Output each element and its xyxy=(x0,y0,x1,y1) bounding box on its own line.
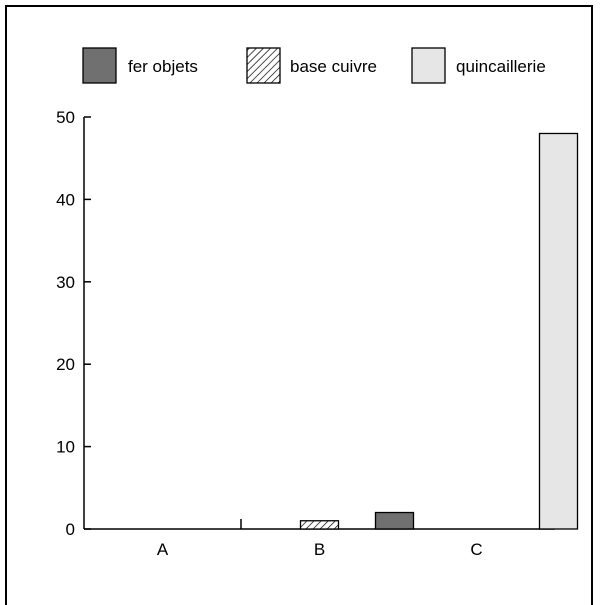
axes: 0 10 20 30 40 50 A B C xyxy=(56,108,556,559)
bars xyxy=(299,132,579,530)
y-tick-label: 20 xyxy=(56,355,75,374)
y-tick-label: 0 xyxy=(66,520,75,539)
x-tick-label-a: A xyxy=(157,540,169,559)
legend-swatch-base-cuivre xyxy=(246,47,281,84)
bar-fer-objets-c xyxy=(374,511,415,530)
bar-quincaillerie-c xyxy=(538,132,579,530)
y-tick-label: 40 xyxy=(56,190,75,209)
x-tick-label-b: B xyxy=(314,540,325,559)
legend-label-quincaillerie: quincaillerie xyxy=(456,57,546,76)
legend-label-base-cuivre: base cuivre xyxy=(290,57,377,76)
y-tick-label: 30 xyxy=(56,273,75,292)
chart-frame xyxy=(5,5,593,605)
legend-swatch-fer-objets xyxy=(82,47,117,84)
legend: fer objets base cuivre quincaillerie xyxy=(82,47,546,84)
legend-swatch-quincaillerie xyxy=(411,47,446,84)
x-tick-label-c: C xyxy=(470,540,482,559)
y-tick-label: 10 xyxy=(56,438,75,457)
bar-base-cuivre-b xyxy=(299,520,340,530)
y-tick-label: 50 xyxy=(56,108,75,127)
legend-label-fer-objets: fer objets xyxy=(128,57,198,76)
